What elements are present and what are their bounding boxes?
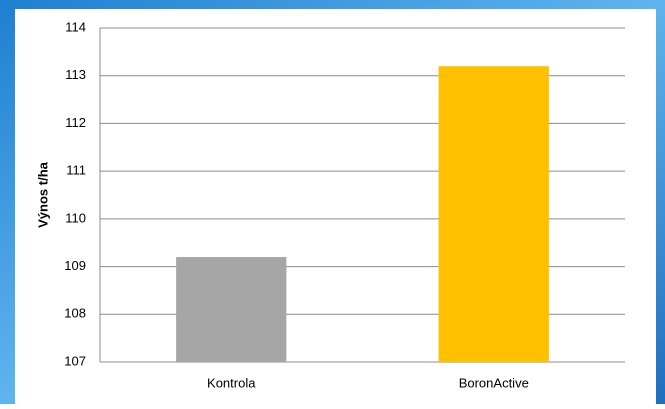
y-tick-label: 113 — [65, 67, 86, 82]
y-axis-label: Výnos t/ha — [35, 161, 50, 228]
chart-panel — [15, 9, 656, 404]
bar — [438, 66, 549, 363]
bar — [176, 257, 287, 362]
y-tick-label: 112 — [65, 115, 86, 130]
y-tick-label: 110 — [65, 210, 86, 225]
y-tick-label: 109 — [64, 258, 86, 273]
y-tick-label: 111 — [66, 163, 86, 178]
x-tick-label: Kontrola — [207, 375, 256, 390]
y-tick-label: 107 — [64, 353, 86, 368]
y-tick-label: 108 — [64, 306, 86, 321]
x-tick-label: BoronActive — [459, 375, 529, 390]
y-tick-label: 114 — [65, 19, 86, 34]
